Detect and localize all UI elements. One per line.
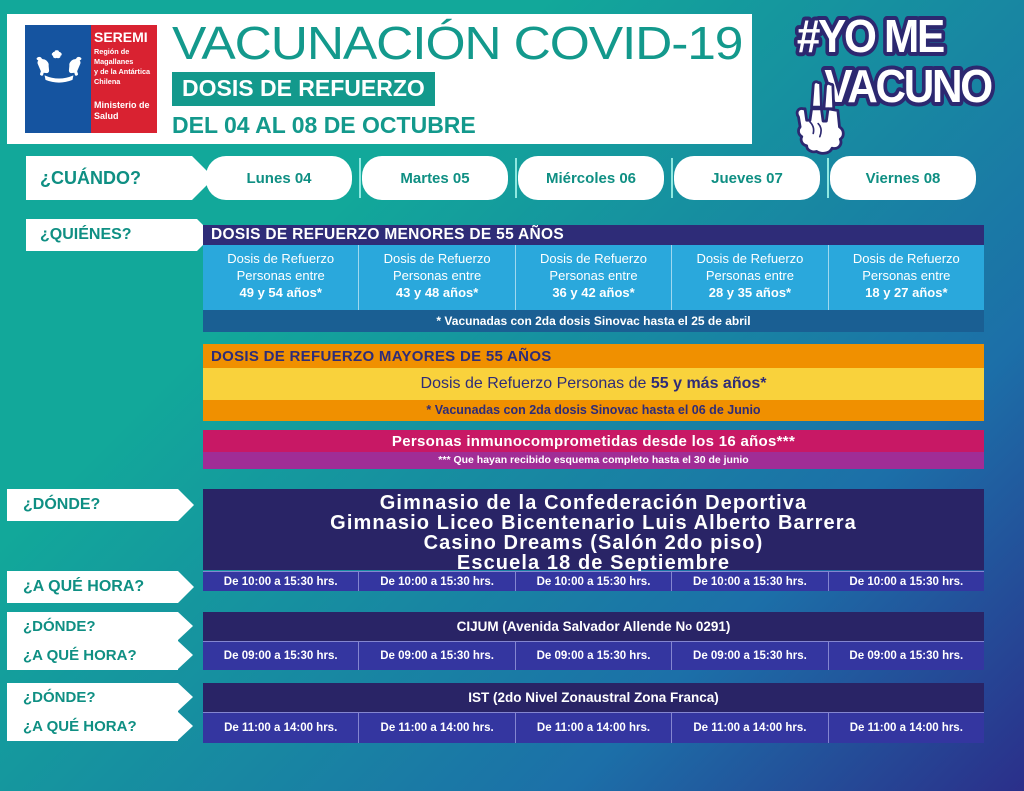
svg-text:#YO ME: #YO ME (797, 11, 944, 62)
